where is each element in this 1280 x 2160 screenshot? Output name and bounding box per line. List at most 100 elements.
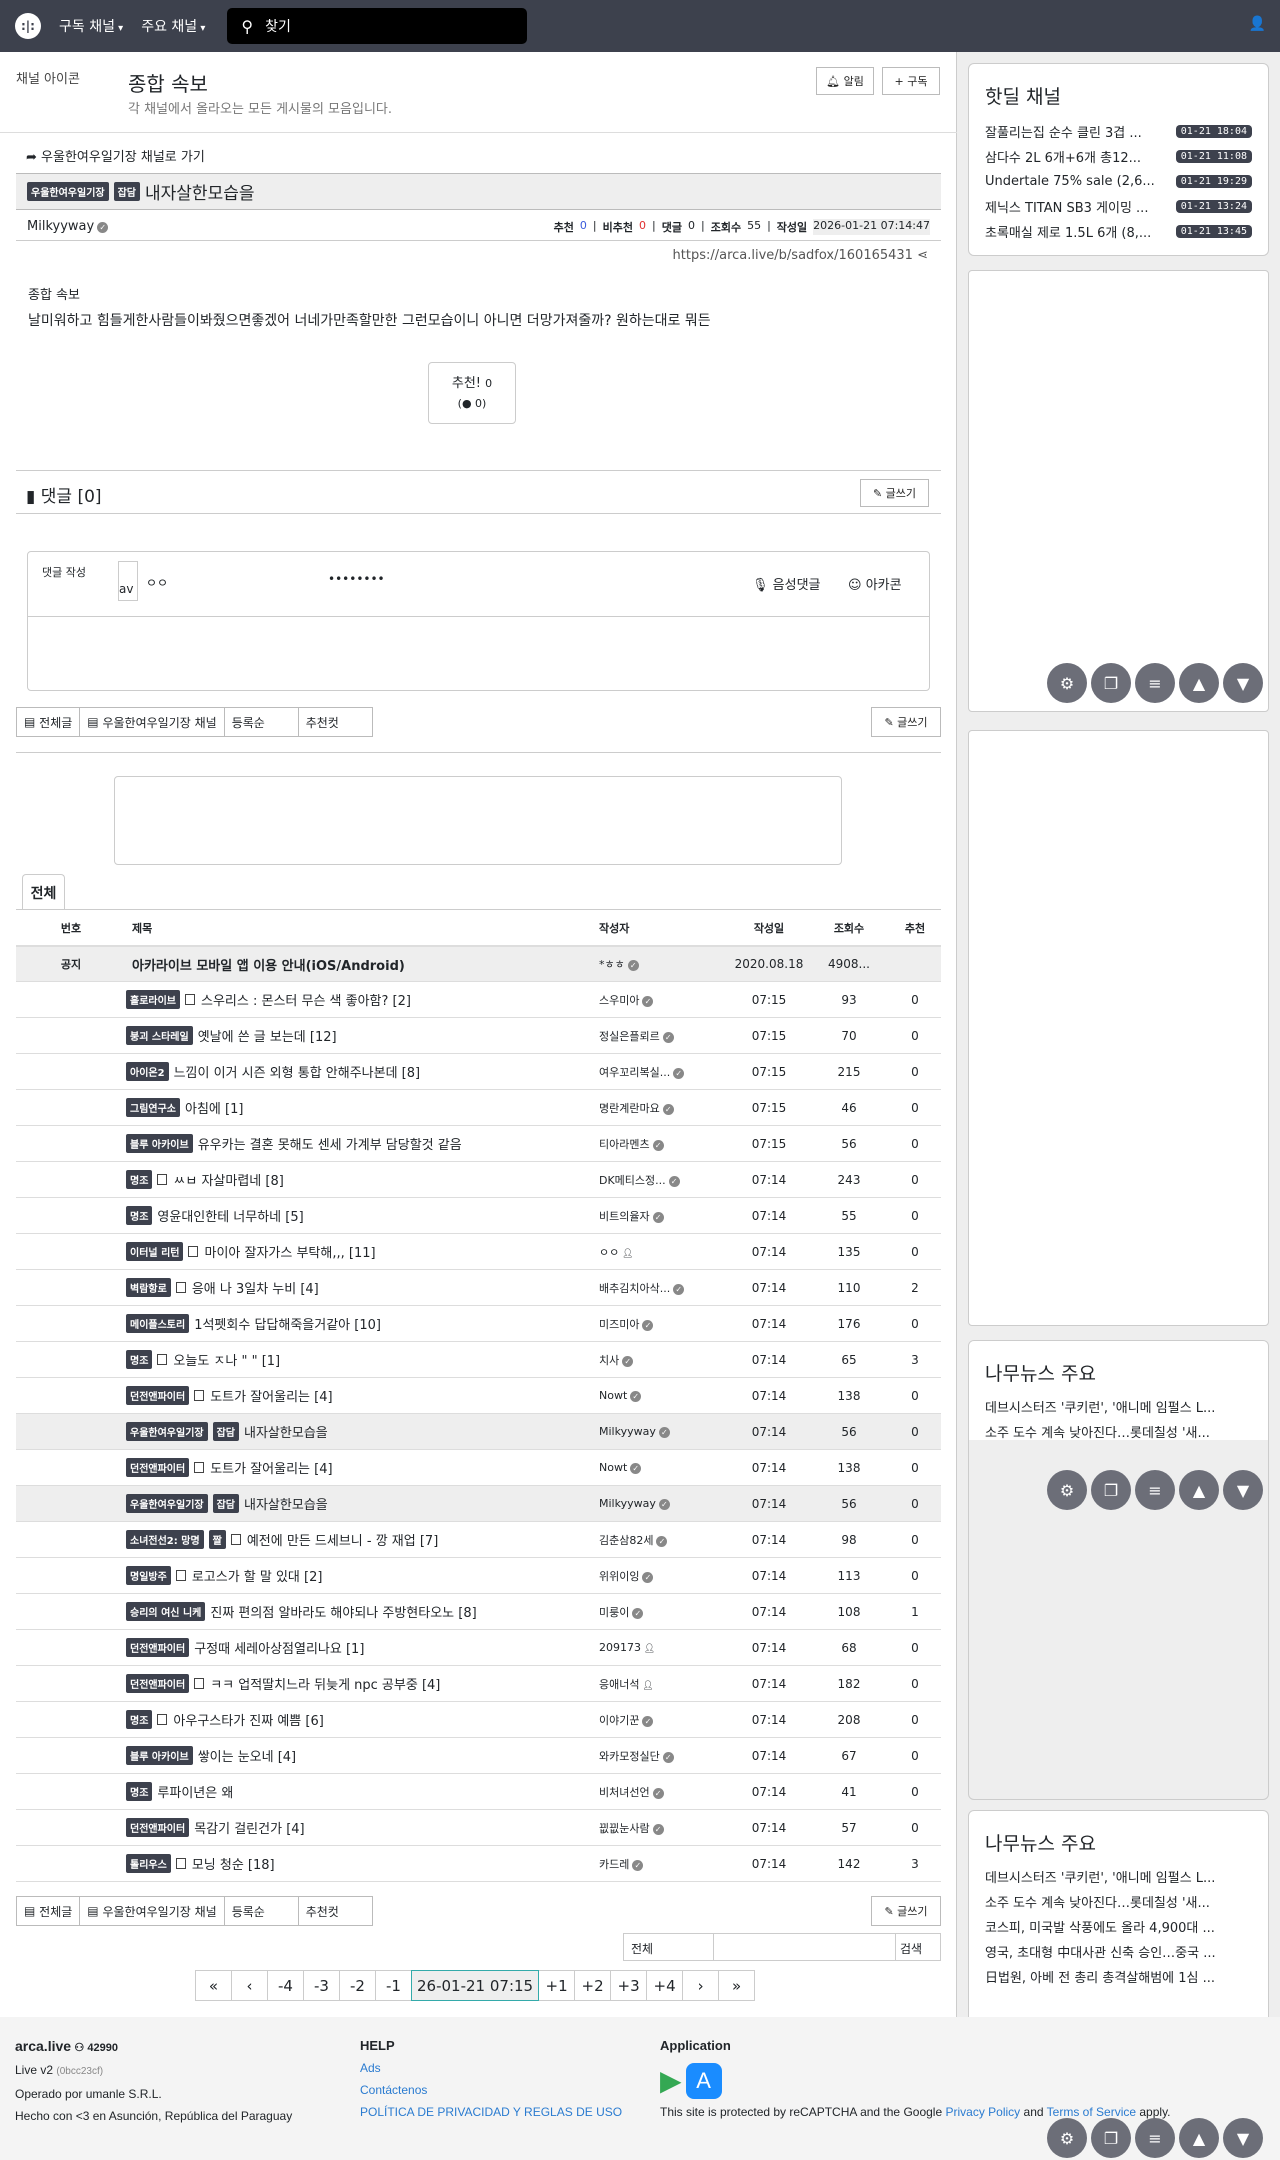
row-title[interactable]: 명일방주 로고스가 할 말 있대 [2] [126,1566,599,1585]
row-title[interactable]: 블루 아카이브 쌓이는 눈오네 [4] [126,1746,599,1765]
channel-badge[interactable]: 명조 [126,1782,153,1801]
row-title[interactable]: 그림연구소 아침에 [1] [126,1098,599,1117]
row-author[interactable]: 여우꼬리복실... ✓ [599,1064,729,1080]
arcacon-button[interactable]: ☺ 아카콘 [848,574,902,593]
row-title[interactable]: 우울한여우일기장 잡담 내자살한모습을 [126,1422,599,1441]
page-button[interactable]: -1 [375,1970,412,2001]
channel-badge[interactable]: 블루 아카이브 [126,1134,193,1153]
row-author[interactable]: 배추김치아삭... ✓ [599,1280,729,1296]
row-author[interactable]: 명란계란마요 ✓ [599,1100,729,1116]
settings-icon[interactable]: ⚙ [1047,663,1087,703]
news-item[interactable]: 영국, 초대형 中대사관 신축 승인…중국 ... [985,1946,1216,1961]
table-row[interactable]: 블루 아카이브 유우카는 결혼 못해도 센세 가계부 담당할것 같음 티아라멘츠 ✓ 0… [16,1126,941,1162]
channel-badge[interactable]: 던전앤파이터 [126,1638,190,1657]
table-row[interactable]: 승리의 여신 니케 진짜 편의점 알바라도 해야되나 주방현타오노 [8] 미룽이 ✓… [16,1594,941,1630]
table-row[interactable]: 메이플스토리 1석펫회수 답답해죽을거같아 [10] 미즈미아 ✓ 07:14 176 0 [16,1306,941,1342]
write-button[interactable]: ✎ 글쓰기 [860,479,929,507]
table-row[interactable]: 던전앤파이터 도트가 잘어울리는 [4] Nowt ✓ 07:14 138 0 [16,1378,941,1414]
table-row[interactable]: 명조 영윤대인한테 너무하네 [5] 비트의율자 ✓ 07:14 55 0 [16,1198,941,1234]
search-button[interactable]: 검색 [900,1942,923,1956]
row-title[interactable]: 명조 ㅆㅂ 자살마렵네 [8] [126,1170,599,1189]
row-author[interactable]: 응애너석 👤︎ [599,1676,729,1692]
page-button[interactable]: » [718,1970,756,2001]
row-author[interactable]: ㅇㅇ 👤︎ [599,1244,729,1260]
channel-badge[interactable]: 승리의 여신 니케 [126,1602,206,1621]
scroll-down-icon[interactable]: ▼ [1223,1470,1263,1510]
channel-badge[interactable]: 명일방주 [126,1566,171,1585]
user-icon[interactable]: 👤 [1248,16,1266,32]
channel-badge[interactable]: 이터널 리턴 [126,1242,184,1261]
comments-icon[interactable]: ❐ [1091,663,1131,703]
table-row[interactable]: 던전앤파이터 목감기 걸린건가 [4] 끲끲눈사람 ✓ 07:14 57 0 [16,1810,941,1846]
row-author[interactable]: 미룽이 ✓ [599,1604,729,1620]
row-title[interactable]: 던전앤파이터 구정때 세레아상점열리나요 [1] [126,1638,599,1657]
major-channels-menu[interactable]: 주요 채널 [141,16,205,36]
channel-badge[interactable]: 블루 아카이브 [126,1746,193,1765]
voice-comment-button[interactable]: 🎙︎ 음성댓글 [752,574,821,593]
row-author[interactable]: Milkyyway ✓ [599,1425,729,1438]
row-title[interactable]: 명조 루파이년은 왜 [126,1782,599,1801]
row-author[interactable]: 스우미아 ✓ [599,992,729,1008]
channel-badge[interactable]: 잡담 [212,1422,240,1441]
settings-icon[interactable]: ⚙ [1047,1470,1087,1510]
scroll-up-icon[interactable]: ▲ [1179,1470,1219,1510]
alert-button[interactable]: 🔔︎ 알림 [816,67,874,95]
channel-badge[interactable]: 붕괴 스타레일 [126,1026,193,1045]
contact-link[interactable]: Contáctenos [360,2083,428,2097]
hotdeal-item[interactable]: Undertale 75% sale (2,6... 01-21 19:29 [969,169,1268,194]
tab-all[interactable]: 전체 [22,874,65,910]
comments-icon[interactable]: ❐ [1091,2118,1131,2158]
list-icon[interactable]: ≡ [1135,663,1175,703]
table-row[interactable]: 블루 아카이브 쌓이는 눈오네 [4] 와카모정실단 ✓ 07:14 67 0 [16,1738,941,1774]
order-button[interactable]: 등록순 [223,707,299,737]
channel-badge[interactable]: 짤 [208,1530,226,1549]
row-title[interactable]: 소녀전선2: 망명 짤 예전에 만든 드세브니 - 깡 재업 [7] [126,1530,599,1549]
row-title[interactable]: 메이플스토리 1석펫회수 답답해죽을거같아 [10] [126,1314,599,1333]
subscribed-channels-menu[interactable]: 구독 채널 [59,16,123,36]
table-row[interactable]: 그림연구소 아침에 [1] 명란계란마요 ✓ 07:15 46 0 [16,1090,941,1126]
news-item[interactable]: 소주 도수 계속 낮아진다…롯데칠성 '새... [985,1896,1210,1911]
page-button[interactable]: -3 [303,1970,340,2001]
all-posts-button[interactable]: ▤ 전체글 [16,707,81,737]
row-author[interactable]: 비트의율자 ✓ [599,1208,729,1224]
post-author[interactable]: Milkyyway ✓ [27,219,109,234]
page-button[interactable]: +2 [574,1970,612,2001]
row-title[interactable]: 던전앤파이터 도트가 잘어울리는 [4] [126,1386,599,1405]
row-title[interactable]: 승리의 여신 니케 진짜 편의점 알바라도 해야되나 주방현타오노 [8] [126,1602,599,1621]
page-button[interactable]: +3 [610,1970,648,2001]
row-title[interactable]: 명조 오늘도 ㅈ나 " " [1] [126,1350,599,1369]
channel-badge[interactable]: 우울한여우일기장 [126,1422,208,1441]
row-title[interactable]: 붕괴 스타레일 옛날에 쓴 글 보는데 [12] [126,1026,599,1045]
row-title[interactable]: 톨리우스 모닝 청순 [18] [126,1854,599,1873]
hotdeal-item[interactable]: 잘풀리는집 순수 클린 3겹 ... 01-21 18:04 [969,119,1268,144]
table-row[interactable]: 아이온2 느낌이 이거 시즌 외형 통합 안해주나본데 [8] 여우꼬리복실... ✓… [16,1054,941,1090]
row-title[interactable]: 벽람항로 응애 나 3일차 누비 [4] [126,1278,599,1297]
row-author[interactable]: Nowt ✓ [599,1461,729,1474]
channel-badge[interactable]: 명조 [126,1170,153,1189]
row-title[interactable]: 던전앤파이터 목감기 걸린건가 [4] [126,1818,599,1837]
row-title[interactable]: 홀로라이브 스우리스 : 몬스터 무슨 색 좋아함? [2] [126,990,599,1009]
table-row[interactable]: 던전앤파이터 ㅋㅋ 업적딸치느라 뒤늦게 npc 공부중 [4] 응애너석 👤︎ 07… [16,1666,941,1702]
table-row[interactable]: 붕괴 스타레일 옛날에 쓴 글 보는데 [12] 정실은플뢰르 ✓ 07:15 70 0 [16,1018,941,1054]
notice-author[interactable]: *ㅎㅎ ✓ [599,956,729,972]
channel-badge[interactable]: 소녀전선2: 망명 [126,1530,204,1549]
notice-row[interactable]: 공지 아카라이브 모바일 앱 이용 안내(iOS/Android) *ㅎㅎ ✓ 2… [16,945,941,982]
row-author[interactable]: DK메티스정... ✓ [599,1172,729,1188]
table-row[interactable]: 우울한여우일기장 잡담 내자살한모습을 Milkyyway ✓ 07:14 56 0 [16,1486,941,1522]
channel-badge[interactable]: 벽람항로 [126,1278,171,1297]
page-button[interactable]: 26-01-21 07:15 [411,1970,540,2001]
page-button[interactable]: -2 [339,1970,376,2001]
row-author[interactable]: 미즈미아 ✓ [599,1316,729,1332]
row-title[interactable]: 명조 영윤대인한테 너무하네 [5] [126,1206,599,1225]
nickname-input[interactable]: ㅇㅇ [146,576,169,590]
channel-badge[interactable]: 홀로라이브 [126,990,180,1009]
page-button[interactable]: › [682,1970,720,2001]
row-author[interactable]: 티아라멘츠 ✓ [599,1136,729,1152]
hotdeal-item[interactable]: 제닉스 TITAN SB3 게이밍 ... 01-21 13:24 [969,194,1268,219]
logo-icon[interactable]: :|: [15,13,41,39]
row-author[interactable]: 끲끲눈사람 ✓ [599,1820,729,1836]
table-row[interactable]: 톨리우스 모닝 청순 [18] 카드레 ✓ 07:14 142 3 [16,1846,941,1882]
channel-posts-button[interactable]: ▤ 우울한여우일기장 채널 [79,707,225,737]
channel-badge[interactable]: 명조 [126,1710,153,1729]
share-icon[interactable]: ⋖ [917,248,928,263]
